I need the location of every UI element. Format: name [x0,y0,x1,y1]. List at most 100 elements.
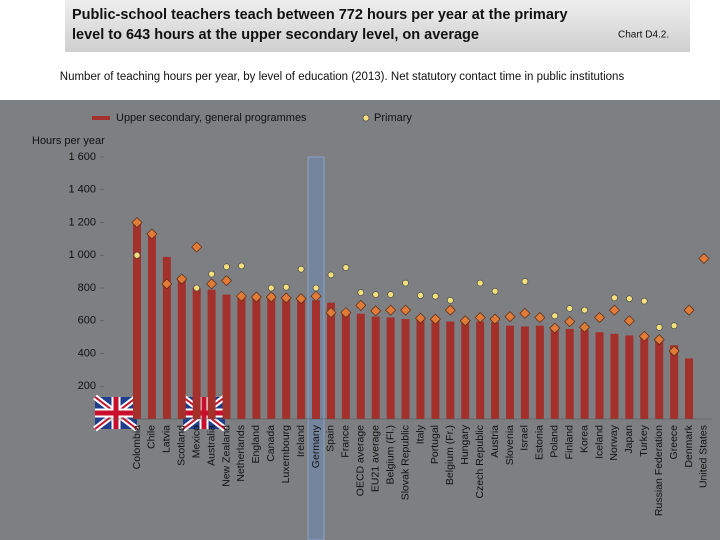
chart-title: Public-school teachers teach between 772… [72,7,568,43]
x-tick-label: Korea [578,425,590,453]
y-tick-label: 1 600 [68,151,96,163]
diamond-marker [534,311,546,323]
primary-marker [611,294,618,302]
primary-marker [670,322,678,329]
y-tick-label: 200 [78,380,96,392]
chart-label: Chart D4.2. [618,30,669,41]
x-tick-label: Canada [265,425,277,462]
legend-swatch [362,114,370,122]
diamond-marker [385,304,397,316]
bar [476,321,485,419]
diamond-marker [176,273,188,285]
x-tick-label: Slovak Republic [399,425,411,500]
x-tick-label: Norway [608,424,620,460]
primary-marker [640,297,648,305]
primary-marker [282,283,290,291]
diamond-marker [429,313,441,325]
bar [267,297,276,419]
x-tick-label: Austria [489,425,501,458]
x-tick-label: Australia [205,425,217,466]
x-tick-label: Czech Republic [474,425,486,499]
bar [640,336,649,419]
diamond-marker [668,345,680,357]
legend-label: Upper secondary, general programmes [116,112,307,124]
primary-marker [447,296,454,304]
primary-marker [402,279,409,287]
primary-marker [223,263,230,271]
bar [207,289,216,419]
bar [416,318,425,419]
primary-marker [655,323,663,331]
bar [133,222,141,419]
x-tick-label: Turkey [638,424,650,456]
diamond-marker [265,291,277,303]
x-tick-label: OECD average [355,425,367,496]
primary-marker [267,284,275,292]
primary-marker [387,291,394,298]
primary-marker [566,305,573,312]
primary-marker [521,278,529,285]
primary-marker [432,292,439,300]
x-tick-label: Portugal [429,425,441,464]
bar [147,233,156,419]
x-tick-label: Poland [549,425,561,458]
bar [685,358,694,419]
primary-marker [208,270,215,278]
x-tick-label: Slovenia [504,425,516,465]
x-tick-label: Netherlands [235,425,247,482]
bar [177,278,186,419]
x-tick-label: Germany [310,424,322,468]
primary-marker [342,264,350,271]
diamond-marker [564,316,576,328]
diamond-marker [250,291,262,303]
bar [312,300,321,419]
diamond-marker [131,217,143,228]
x-tick-label: Chile [146,425,158,449]
bar [625,335,634,419]
diamond-marker [191,241,203,253]
diamond-marker [235,290,247,302]
x-tick-label: Ireland [295,425,307,457]
primary-marker [417,292,424,299]
diamond-marker [325,307,337,319]
diamond-marker [459,315,471,327]
bar [535,325,544,419]
subtitle: Number of teaching hours per year, by le… [60,71,625,83]
primary-marker [357,289,365,296]
primary-marker [133,251,141,259]
diamond-marker [698,253,710,265]
diamond-marker [146,228,158,240]
x-tick-label: Belgium (Fl.) [384,425,396,485]
bar [461,320,470,419]
primary-marker [327,271,335,279]
primary-marker [312,284,320,292]
bar [506,325,514,419]
bar [550,328,559,419]
x-tick-label: United States [698,425,710,488]
legend-label: Primary [374,112,412,124]
x-tick-label: New Zealand [220,425,232,487]
bar [371,316,380,419]
bar [580,329,589,419]
diamond-marker [683,304,695,316]
primary-marker [193,284,200,292]
diamond-marker [280,292,292,304]
x-tick-label: Scotland [176,425,188,466]
diamond-marker [638,330,650,342]
primary-marker [372,291,380,298]
primary-marker [476,279,484,287]
bar [297,298,306,419]
x-tick-label: Estonia [534,425,546,460]
x-tick-label: Latvia [161,425,173,453]
x-tick-label: Hungary [459,424,471,464]
x-tick-label: Belgium (Fr.) [444,425,456,485]
x-tick-label: Spain [325,425,337,452]
bar [401,319,410,419]
bar [670,345,679,419]
primary-marker [626,295,633,302]
bar [655,340,664,419]
y-tick-label: 1 400 [68,184,96,196]
y-tick-label: 800 [78,282,96,294]
diamond-marker [414,312,426,324]
